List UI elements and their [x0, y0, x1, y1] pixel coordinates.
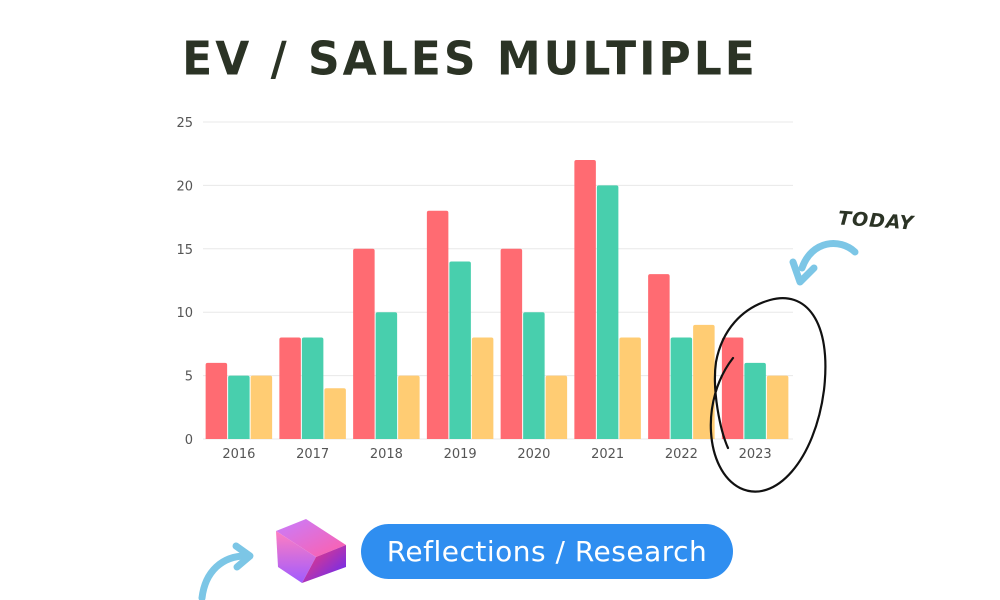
- y-tick-label: 25: [176, 116, 193, 131]
- x-tick-label: 2019: [444, 447, 477, 462]
- x-tick-label: 2023: [739, 447, 772, 462]
- bar-2021-series-3: [619, 337, 641, 439]
- bar-2019-series-2: [449, 261, 471, 439]
- bar-2020-series-3: [545, 375, 568, 439]
- y-tick-label: 20: [176, 179, 193, 194]
- bar-2022-series-1: [648, 274, 670, 439]
- bar-2016-series-3: [250, 375, 273, 439]
- bar-2022-series-3: [693, 324, 715, 439]
- bar-2018-series-3: [398, 375, 420, 439]
- cube-icon: [276, 519, 346, 583]
- brand-label: Reflections / Research: [386, 535, 708, 568]
- y-tick-label: 5: [185, 370, 193, 385]
- bar-2023-series-3: [766, 375, 789, 439]
- bar-2017-series-3: [324, 388, 346, 439]
- bar-2021-series-2: [596, 185, 619, 439]
- brand-pill[interactable]: Reflections / Research: [361, 524, 733, 579]
- bar-2019-series-3: [471, 337, 494, 439]
- bar-2017-series-2: [301, 337, 324, 439]
- bar-2020-series-2: [523, 312, 545, 439]
- bars: [205, 160, 789, 440]
- bar-2023-series-2: [744, 362, 766, 439]
- bar-2019-series-1: [426, 210, 449, 439]
- chart-title: EV / SALES MULTIPLE: [182, 32, 758, 87]
- y-tick-label: 0: [185, 433, 193, 448]
- y-axis-ticks: 0 5 10 15 20 25: [176, 116, 193, 448]
- y-tick-label: 15: [176, 243, 193, 258]
- bar-2016-series-2: [228, 375, 250, 439]
- bar-2016-series-1: [205, 362, 228, 439]
- bar-2022-series-2: [670, 337, 693, 439]
- x-tick-label: 2020: [517, 447, 550, 462]
- grid-lines: [203, 121, 793, 440]
- x-tick-label: 2017: [296, 447, 329, 462]
- bar-2023-series-1: [721, 337, 744, 439]
- x-tick-label: 2022: [665, 447, 698, 462]
- y-tick-label: 10: [176, 306, 193, 321]
- x-tick-label: 2018: [370, 447, 403, 462]
- x-tick-label: 2016: [222, 447, 255, 462]
- bar-2018-series-1: [353, 248, 375, 439]
- bar-2017-series-1: [279, 337, 301, 439]
- bar-2020-series-1: [500, 248, 523, 439]
- bar-2018-series-2: [375, 312, 398, 439]
- x-tick-label: 2021: [591, 447, 624, 462]
- x-axis-ticks: 2016 2017 2018 2019 2020 2021 2022 2023: [222, 447, 771, 462]
- bar-2021-series-1: [574, 160, 596, 440]
